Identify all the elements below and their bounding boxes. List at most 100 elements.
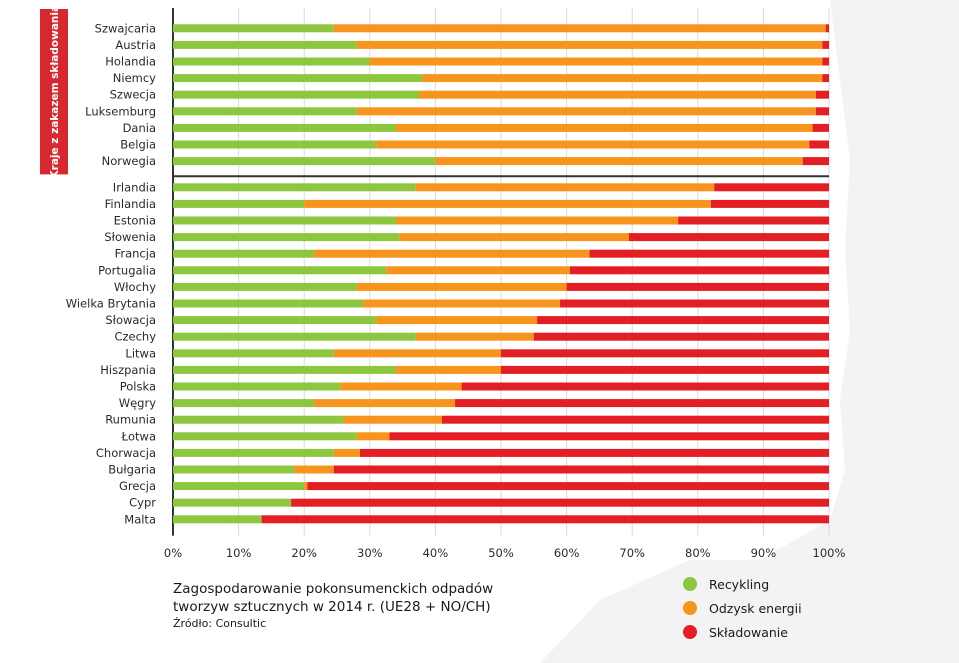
country-label: Wielka Brytania: [66, 297, 156, 311]
bar-segment-landfill: [802, 157, 829, 166]
bar-segment-recycling: [173, 382, 341, 391]
bar-segment-energy: [333, 24, 826, 33]
bar-segment-recycling: [173, 140, 377, 149]
bar-segment-energy: [399, 233, 629, 242]
bar-segment-recycling: [173, 332, 416, 341]
bar-segment-landfill: [533, 332, 829, 341]
legend-swatch-energy: [683, 601, 697, 615]
country-label: Austria: [115, 38, 156, 52]
chart-legend: Recykling Odzysk energii Składowanie: [683, 572, 883, 644]
bar-segment-landfill: [710, 199, 829, 208]
x-tick-label: 80%: [685, 546, 711, 560]
x-tick-label: 20%: [291, 546, 317, 560]
country-label: Słowacja: [105, 313, 156, 327]
bar-segment-energy: [314, 249, 590, 258]
x-tick-label: 60%: [554, 546, 580, 560]
bar-segment-energy: [333, 349, 501, 358]
bar-segment-recycling: [173, 432, 357, 441]
country-label: Włochy: [114, 280, 156, 294]
bar-segment-energy: [363, 299, 561, 308]
bar-segment-energy: [356, 282, 567, 291]
bar-segment-recycling: [173, 349, 334, 358]
bar-segment-recycling: [173, 74, 423, 83]
country-label: Finlandia: [105, 197, 156, 211]
stacked-bar-chart: 0% 10% 20% 30% 40% 50% 60% 70% 80% 90% 100% Kraje z…: [40, 5, 846, 560]
bar-segment-recycling: [173, 249, 315, 258]
legend-label-energy: Odzysk energii: [709, 600, 802, 616]
x-tick-label: 100%: [813, 546, 846, 560]
bar-segment-recycling: [173, 515, 262, 524]
bar-segment-energy: [419, 90, 816, 99]
bar-segment-landfill: [501, 349, 829, 358]
country-label: Portugalia: [98, 263, 156, 277]
bar-segment-recycling: [173, 282, 357, 291]
country-label: Cypr: [129, 496, 156, 510]
bar-segment-energy: [343, 415, 442, 424]
bar-segment-recycling: [173, 157, 436, 166]
country-label: Szwecja: [110, 88, 156, 102]
bar-segment-recycling: [173, 415, 344, 424]
chart-caption: Zagospodarowanie pokonsumenckich odpadów…: [173, 580, 593, 630]
country-label: Holandia: [105, 55, 156, 69]
bar-segment-energy: [386, 266, 570, 275]
bar-segment-energy: [369, 57, 823, 66]
bar-segment-landfill: [569, 266, 829, 275]
bar-segment-landfill: [501, 365, 829, 374]
bar-segment-energy: [294, 465, 334, 474]
country-label: Grecja: [119, 479, 156, 493]
bar-segment-landfill: [815, 107, 829, 116]
country-label: Słowenia: [104, 230, 156, 244]
legend-item-recycling: Recykling: [683, 572, 883, 596]
bar-segment-landfill: [307, 482, 830, 491]
country-label: Łotwa: [121, 429, 156, 443]
country-label: Francja: [115, 247, 156, 261]
bar-segment-recycling: [173, 498, 292, 507]
x-tick-label: 40%: [423, 546, 449, 560]
bar-segment-energy: [340, 382, 462, 391]
bar-segment-recycling: [173, 465, 295, 474]
bar-segment-recycling: [173, 316, 377, 325]
bar-segment-landfill: [455, 399, 829, 408]
bar-segment-landfill: [678, 216, 829, 225]
x-tick-label: 10%: [226, 546, 252, 560]
bar-segment-landfill: [537, 316, 829, 325]
group-label-text: Kraje z zakazem składowania: [49, 5, 61, 179]
bar-segment-energy: [304, 482, 308, 491]
country-label: Węgry: [119, 396, 156, 410]
bar-segment-landfill: [359, 448, 829, 457]
bar-segment-energy: [356, 432, 390, 441]
bar-segment-landfill: [822, 40, 829, 49]
bar-segment-landfill: [714, 183, 829, 192]
bar-segment-recycling: [173, 233, 400, 242]
x-tick-label: 70%: [619, 546, 645, 560]
bar-segment-energy: [333, 448, 360, 457]
country-label: Estonia: [114, 214, 156, 228]
bar-segment-landfill: [441, 415, 829, 424]
bar-segment-recycling: [173, 90, 419, 99]
country-label: Belgia: [120, 138, 156, 152]
bar-segment-energy: [415, 332, 534, 341]
bar-segment-energy: [422, 74, 823, 83]
bar-segment-recycling: [173, 57, 370, 66]
country-label: Bułgaria: [108, 463, 156, 477]
bar-segment-recycling: [173, 365, 397, 374]
x-tick-label: 30%: [357, 546, 383, 560]
country-label: Polska: [120, 380, 156, 394]
bar-segment-landfill: [261, 515, 829, 524]
bar-segment-recycling: [173, 299, 364, 308]
x-tick-label: 50%: [488, 546, 514, 560]
bar-segment-landfill: [815, 90, 829, 99]
legend-item-landfill: Składowanie: [683, 620, 883, 644]
country-label: Niemcy: [113, 71, 156, 85]
country-label: Chorwacja: [96, 446, 156, 460]
bar-segment-energy: [396, 365, 501, 374]
country-label: Szwajcaria: [95, 21, 156, 35]
country-label: Hiszpania: [100, 363, 156, 377]
caption-title-line-1: Zagospodarowanie pokonsumenckich odpadów: [173, 581, 494, 597]
bar-segment-landfill: [389, 432, 829, 441]
bar-segment-landfill: [560, 299, 829, 308]
caption-source: Źródło: Consultic: [173, 617, 267, 630]
legend-swatch-landfill: [683, 625, 697, 639]
bar-segment-landfill: [589, 249, 829, 258]
bar-segment-energy: [376, 140, 810, 149]
